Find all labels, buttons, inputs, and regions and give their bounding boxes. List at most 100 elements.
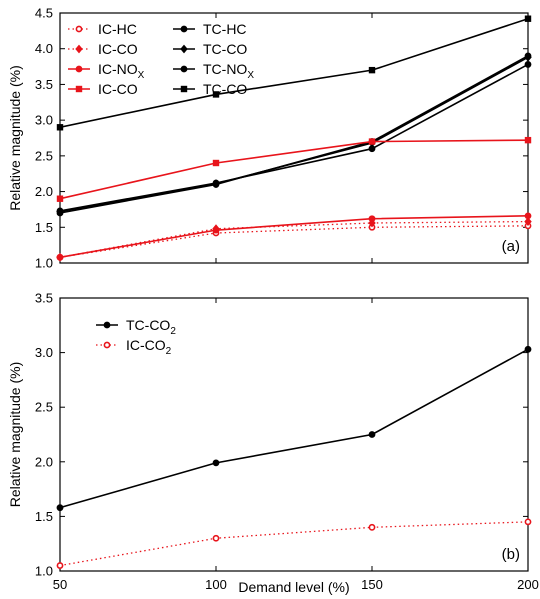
y-tick-label: 3.5 — [35, 291, 53, 306]
data-point — [524, 345, 532, 353]
legend-label: TC-CO — [203, 41, 247, 57]
series-4 — [56, 212, 532, 261]
panel-label: (a) — [502, 238, 520, 255]
y-tick-label: 4.5 — [35, 6, 53, 21]
legend-item: IC-CO2 — [96, 337, 172, 357]
legend-swatch-marker — [75, 65, 83, 73]
legend-item: TC-CO — [173, 81, 247, 97]
legend-swatch-marker — [103, 341, 111, 349]
series-1 — [56, 52, 532, 217]
data-point — [524, 15, 532, 22]
x-tick-label: 150 — [361, 577, 383, 592]
data-point — [368, 431, 376, 438]
y-tick-label: 3.0 — [35, 345, 53, 360]
legend-swatch-marker — [75, 25, 83, 33]
legend-swatch-marker — [180, 65, 188, 73]
y-tick-label: 4.0 — [35, 41, 53, 56]
y-axis-title: Relative magnitude (%) — [7, 362, 23, 508]
x-axis-title: Demand level (%) — [238, 579, 349, 595]
legend-item: IC-NOX — [68, 61, 145, 81]
series-line — [59, 63, 529, 212]
data-point — [56, 562, 64, 569]
data-point — [524, 136, 532, 144]
legend-item: TC-CO2 — [96, 317, 176, 337]
legend-label: IC-CO — [98, 41, 138, 57]
data-point — [524, 61, 532, 68]
y-tick-label: 2.0 — [35, 454, 53, 469]
data-point — [524, 217, 532, 226]
data-point — [368, 66, 376, 74]
data-point — [56, 207, 64, 215]
data-point — [212, 459, 220, 467]
y-tick-label: 2.0 — [35, 184, 53, 199]
y-tick-label: 2.5 — [35, 148, 53, 163]
series-line — [59, 139, 529, 200]
data-point — [368, 215, 376, 223]
x-tick-label: 50 — [53, 577, 67, 592]
legend-swatch-marker — [75, 44, 83, 54]
legend-swatch-marker — [180, 25, 188, 33]
legend-swatch-marker — [180, 85, 188, 93]
y-axis-title: Relative magnitude (%) — [7, 65, 23, 211]
panel-a-chart: 1.0 1.5 2.0 2.5 3.0 3.5 4.0 4.5 Relative magnitu… — [7, 6, 532, 271]
panel-label: (b) — [502, 546, 520, 563]
y-tick-label: 1.0 — [35, 256, 53, 271]
data-point — [368, 145, 376, 153]
data-point — [56, 124, 64, 131]
series-line — [59, 225, 529, 258]
y-tick-label: 1.5 — [35, 509, 53, 524]
x-tick-label: 100 — [205, 577, 227, 592]
series-3 — [56, 52, 532, 216]
data-point — [524, 518, 532, 526]
series-line — [59, 348, 529, 509]
y-tick-label: 3.0 — [35, 113, 53, 128]
legend: IC-HC TC-HC IC-CO TC-CO IC-NOX TC-NOX IC-CO TC-… — [68, 21, 254, 97]
legend-swatch-marker — [180, 44, 188, 54]
legend-item: IC-CO — [68, 81, 138, 97]
series-5 — [56, 61, 532, 215]
legend-item: IC-HC — [68, 21, 137, 37]
legend-label: IC-CO2 — [126, 337, 172, 357]
legend-label: TC-CO — [203, 81, 247, 97]
legend-label: IC-HC — [98, 21, 137, 37]
data-point — [56, 253, 64, 261]
legend-swatch-marker — [75, 85, 83, 93]
legend-label: TC-NOX — [203, 61, 254, 81]
series-line — [59, 17, 529, 129]
series-line — [59, 521, 529, 567]
series-line — [59, 55, 529, 214]
legend-item: TC-HC — [173, 21, 247, 37]
panel-b-chart: 50 100 150 200 1.0 1.5 2.0 2.5 3.0 3.5 Relative ma… — [7, 291, 539, 596]
data-point — [212, 179, 220, 187]
legend-item: TC-NOX — [173, 61, 254, 81]
legend-label: TC-CO2 — [126, 317, 176, 337]
x-tick-label: 200 — [517, 577, 539, 592]
legend-label: IC-NOX — [98, 61, 145, 81]
legend-item: TC-CO — [173, 41, 247, 57]
legend-swatch-marker — [103, 321, 111, 329]
series-6 — [56, 136, 532, 202]
series-1 — [56, 518, 532, 569]
legend-item: IC-CO — [68, 41, 138, 57]
data-point — [56, 504, 64, 512]
data-point — [368, 138, 376, 145]
data-point — [212, 534, 220, 542]
data-point — [524, 212, 532, 220]
plot-frame — [59, 297, 529, 572]
data-point — [212, 159, 220, 167]
series-7 — [56, 15, 532, 131]
y-tick-label: 3.5 — [35, 77, 53, 92]
series-line — [59, 220, 529, 258]
legend-label: TC-HC — [203, 21, 247, 37]
series-0 — [56, 345, 532, 512]
data-point — [368, 523, 376, 531]
y-tick-label: 1.5 — [35, 220, 53, 235]
series-0 — [56, 222, 532, 261]
y-tick-label: 1.0 — [35, 564, 53, 579]
y-tick-label: 2.5 — [35, 400, 53, 415]
series-line — [59, 215, 529, 259]
data-point — [56, 195, 64, 202]
data-point — [212, 226, 220, 234]
